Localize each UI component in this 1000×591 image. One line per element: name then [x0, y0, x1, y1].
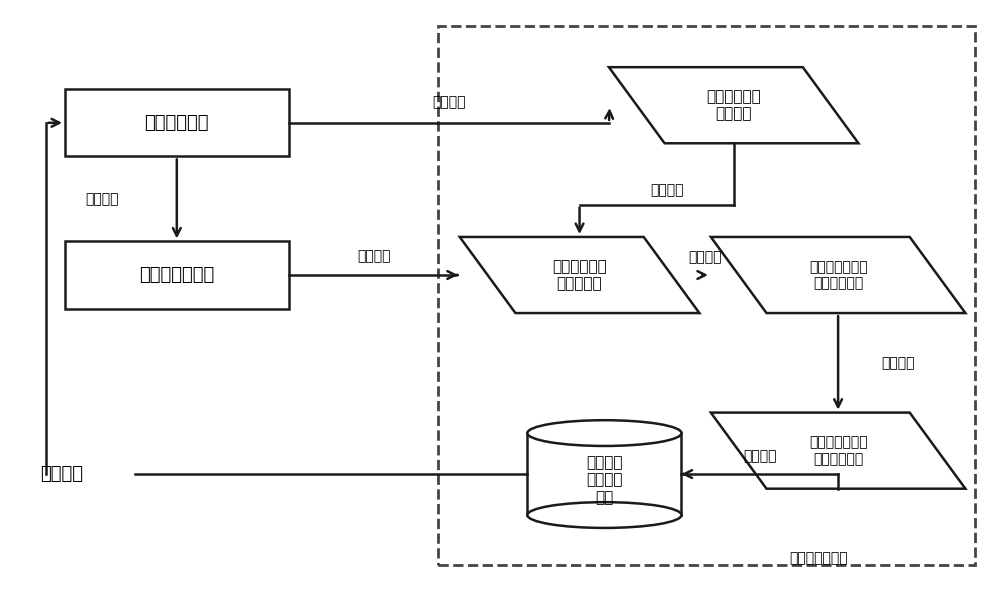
- Text: 试验执行: 试验执行: [881, 356, 915, 370]
- Text: 智能化仓储系统: 智能化仓储系统: [139, 266, 214, 284]
- Text: 自动检定流水
线服务端: 自动检定流水 线服务端: [706, 89, 761, 121]
- Polygon shape: [609, 67, 858, 143]
- Text: 上线预备: 上线预备: [650, 183, 683, 197]
- Text: 生产调度平台: 生产调度平台: [145, 114, 209, 132]
- Text: 本地存档: 本地存档: [743, 450, 777, 463]
- Ellipse shape: [527, 502, 681, 528]
- Bar: [65, 89, 289, 157]
- Text: 自动化误差检定
装置收集数据: 自动化误差检定 装置收集数据: [809, 436, 867, 466]
- Bar: [65, 241, 289, 309]
- Text: 自动检定
流水线数
据库: 自动检定 流水线数 据库: [586, 455, 623, 505]
- Text: 自动化误差检定
装置待检表位: 自动化误差检定 装置待检表位: [809, 260, 867, 290]
- Ellipse shape: [527, 420, 681, 446]
- Polygon shape: [460, 237, 699, 313]
- Bar: [527, 433, 681, 515]
- Text: 数据上传: 数据上传: [41, 465, 84, 483]
- Bar: [438, 26, 975, 565]
- Text: 试品上线: 试品上线: [357, 249, 391, 263]
- Text: 下达任务: 下达任务: [432, 95, 466, 109]
- Text: 装载托盘: 装载托盘: [688, 251, 722, 264]
- Text: 自动检定流水
线接驳工位: 自动检定流水 线接驳工位: [552, 259, 607, 291]
- Text: 试品调用: 试品调用: [85, 192, 119, 206]
- Text: 自动检定流水线: 自动检定流水线: [789, 551, 848, 565]
- Polygon shape: [711, 413, 965, 489]
- Polygon shape: [711, 237, 965, 313]
